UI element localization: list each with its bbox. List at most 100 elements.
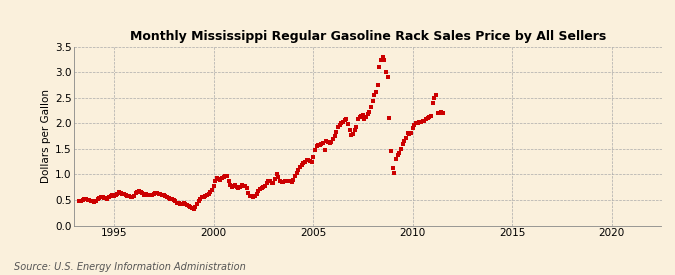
Point bbox=[318, 141, 329, 145]
Point bbox=[112, 192, 123, 196]
Point bbox=[273, 175, 284, 179]
Point bbox=[425, 114, 436, 118]
Point bbox=[308, 155, 319, 159]
Point bbox=[104, 195, 115, 200]
Point bbox=[283, 178, 294, 183]
Point bbox=[242, 186, 252, 190]
Point bbox=[148, 192, 159, 196]
Point bbox=[137, 191, 148, 196]
Point bbox=[196, 195, 207, 200]
Point bbox=[271, 172, 282, 177]
Point bbox=[326, 139, 337, 144]
Point bbox=[261, 181, 272, 185]
Point bbox=[334, 123, 345, 127]
Point bbox=[294, 164, 305, 169]
Point bbox=[205, 190, 215, 194]
Point bbox=[406, 130, 416, 135]
Point bbox=[367, 99, 378, 104]
Point bbox=[232, 185, 242, 189]
Y-axis label: Dollars per Gallon: Dollars per Gallon bbox=[40, 89, 51, 183]
Point bbox=[74, 199, 84, 204]
Point bbox=[132, 189, 142, 194]
Point bbox=[177, 201, 188, 206]
Point bbox=[301, 158, 312, 162]
Point bbox=[92, 197, 103, 201]
Point bbox=[162, 195, 173, 200]
Point bbox=[394, 151, 405, 155]
Point bbox=[153, 192, 164, 196]
Point bbox=[354, 115, 365, 119]
Point bbox=[117, 192, 128, 196]
Point bbox=[376, 57, 387, 62]
Point bbox=[279, 178, 290, 183]
Point bbox=[323, 140, 333, 144]
Point bbox=[173, 201, 184, 205]
Point bbox=[288, 177, 298, 182]
Point bbox=[338, 120, 348, 125]
Point bbox=[304, 158, 315, 163]
Point bbox=[107, 193, 118, 197]
Point bbox=[171, 200, 182, 205]
Point bbox=[185, 205, 196, 209]
Point bbox=[392, 153, 403, 157]
Point bbox=[333, 125, 344, 129]
Point bbox=[386, 149, 397, 154]
Point bbox=[217, 176, 227, 180]
Point bbox=[429, 96, 439, 100]
Point bbox=[300, 160, 310, 164]
Point bbox=[269, 176, 280, 181]
Point bbox=[327, 136, 338, 141]
Point bbox=[228, 183, 239, 188]
Point bbox=[336, 121, 347, 126]
Point bbox=[431, 93, 441, 97]
Point bbox=[434, 111, 445, 115]
Point bbox=[77, 198, 88, 202]
Point bbox=[193, 199, 204, 203]
Point bbox=[349, 128, 360, 132]
Point bbox=[165, 197, 176, 201]
Point bbox=[119, 192, 130, 197]
Point bbox=[150, 191, 161, 196]
Point bbox=[85, 199, 96, 203]
Point bbox=[138, 193, 149, 197]
Point bbox=[358, 113, 369, 117]
Point bbox=[293, 168, 304, 172]
Point bbox=[373, 83, 383, 87]
Point bbox=[276, 180, 287, 184]
Point bbox=[303, 158, 314, 162]
Point bbox=[258, 185, 269, 189]
Point bbox=[202, 193, 213, 197]
Point bbox=[160, 194, 171, 199]
Point bbox=[306, 160, 317, 164]
Point bbox=[84, 198, 95, 203]
Point bbox=[155, 192, 166, 197]
Point bbox=[167, 197, 178, 202]
Point bbox=[313, 143, 323, 147]
Point bbox=[296, 163, 307, 167]
Point bbox=[144, 193, 155, 197]
Point bbox=[109, 194, 119, 199]
Point bbox=[435, 110, 446, 114]
Point bbox=[371, 89, 381, 94]
Point bbox=[110, 193, 121, 197]
Point bbox=[80, 197, 91, 202]
Point bbox=[381, 70, 392, 75]
Point bbox=[398, 142, 408, 146]
Text: Source: U.S. Energy Information Administration: Source: U.S. Energy Information Administ… bbox=[14, 262, 245, 271]
Point bbox=[207, 188, 217, 192]
Point bbox=[284, 179, 295, 183]
Point bbox=[135, 190, 146, 194]
Point bbox=[311, 144, 322, 148]
Point bbox=[379, 57, 389, 62]
Point bbox=[410, 121, 421, 126]
Point bbox=[254, 186, 265, 191]
Point bbox=[145, 193, 156, 197]
Point bbox=[105, 194, 116, 199]
Point bbox=[417, 119, 428, 123]
Point bbox=[290, 174, 300, 178]
Point bbox=[432, 111, 443, 115]
Point bbox=[184, 204, 194, 208]
Point bbox=[170, 199, 181, 204]
Point bbox=[344, 128, 355, 132]
Point bbox=[364, 109, 375, 114]
